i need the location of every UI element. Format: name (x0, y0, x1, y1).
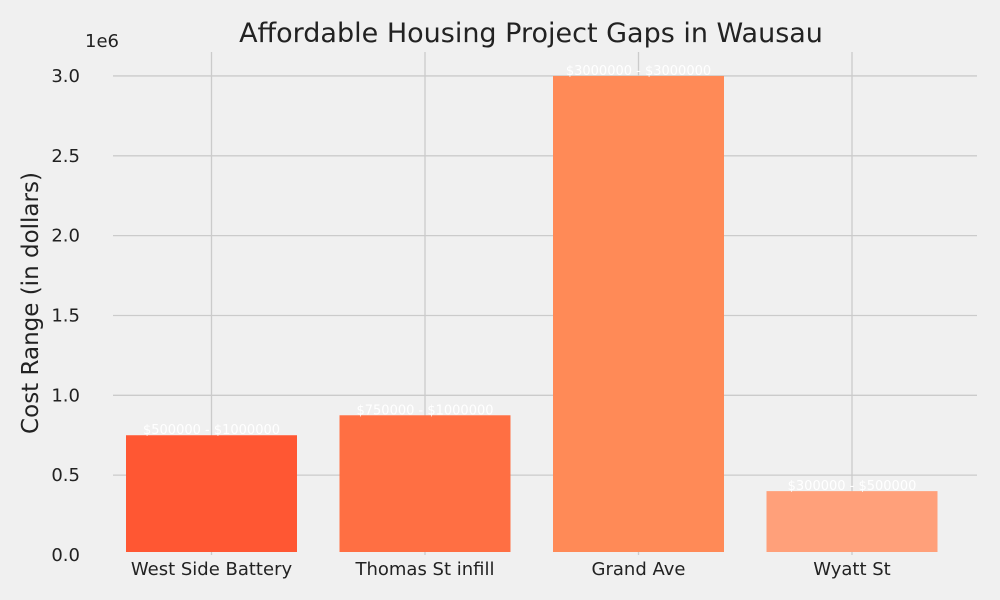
y-tick-label: 2.0 (51, 226, 80, 247)
y-tick-label: 2.5 (51, 146, 80, 167)
bar (553, 75, 724, 552)
bar-labels: $500000 - $1000000 $750000 - $1000000 $300… (143, 64, 916, 494)
x-tick-label: West Side Battery (131, 559, 293, 580)
y-tick-label: 0.5 (51, 465, 80, 486)
bar-value-label: $300000 - $500000 (788, 479, 917, 494)
y-tick-label: 0.0 (51, 545, 80, 566)
x-tick-label: Grand Ave (592, 559, 686, 580)
y-tick-label: 1.0 (51, 385, 80, 406)
bar (339, 415, 511, 552)
y-axis-offset-label: 1e6 (85, 31, 119, 52)
bars (126, 75, 938, 552)
y-tick-label: 1.5 (51, 305, 80, 326)
ticks: 0.0 0.5 1.0 1.5 2.0 2.5 3.0 West Side Battery Th… (51, 66, 890, 580)
bar-value-label: $500000 - $1000000 (143, 423, 280, 438)
chart-title: Affordable Housing Project Gaps in Wausa… (239, 18, 823, 49)
bar-value-label: $750000 - $1000000 (356, 403, 493, 418)
y-axis-label: Cost Range (in dollars) (18, 172, 44, 434)
x-tick-label: Thomas St infill (354, 559, 494, 580)
x-tick-label: Wyatt St (813, 559, 890, 580)
bar (126, 435, 297, 552)
bar (766, 491, 938, 552)
y-tick-label: 3.0 (51, 66, 80, 87)
bar-value-label: $3000000 - $3000000 (566, 64, 711, 79)
